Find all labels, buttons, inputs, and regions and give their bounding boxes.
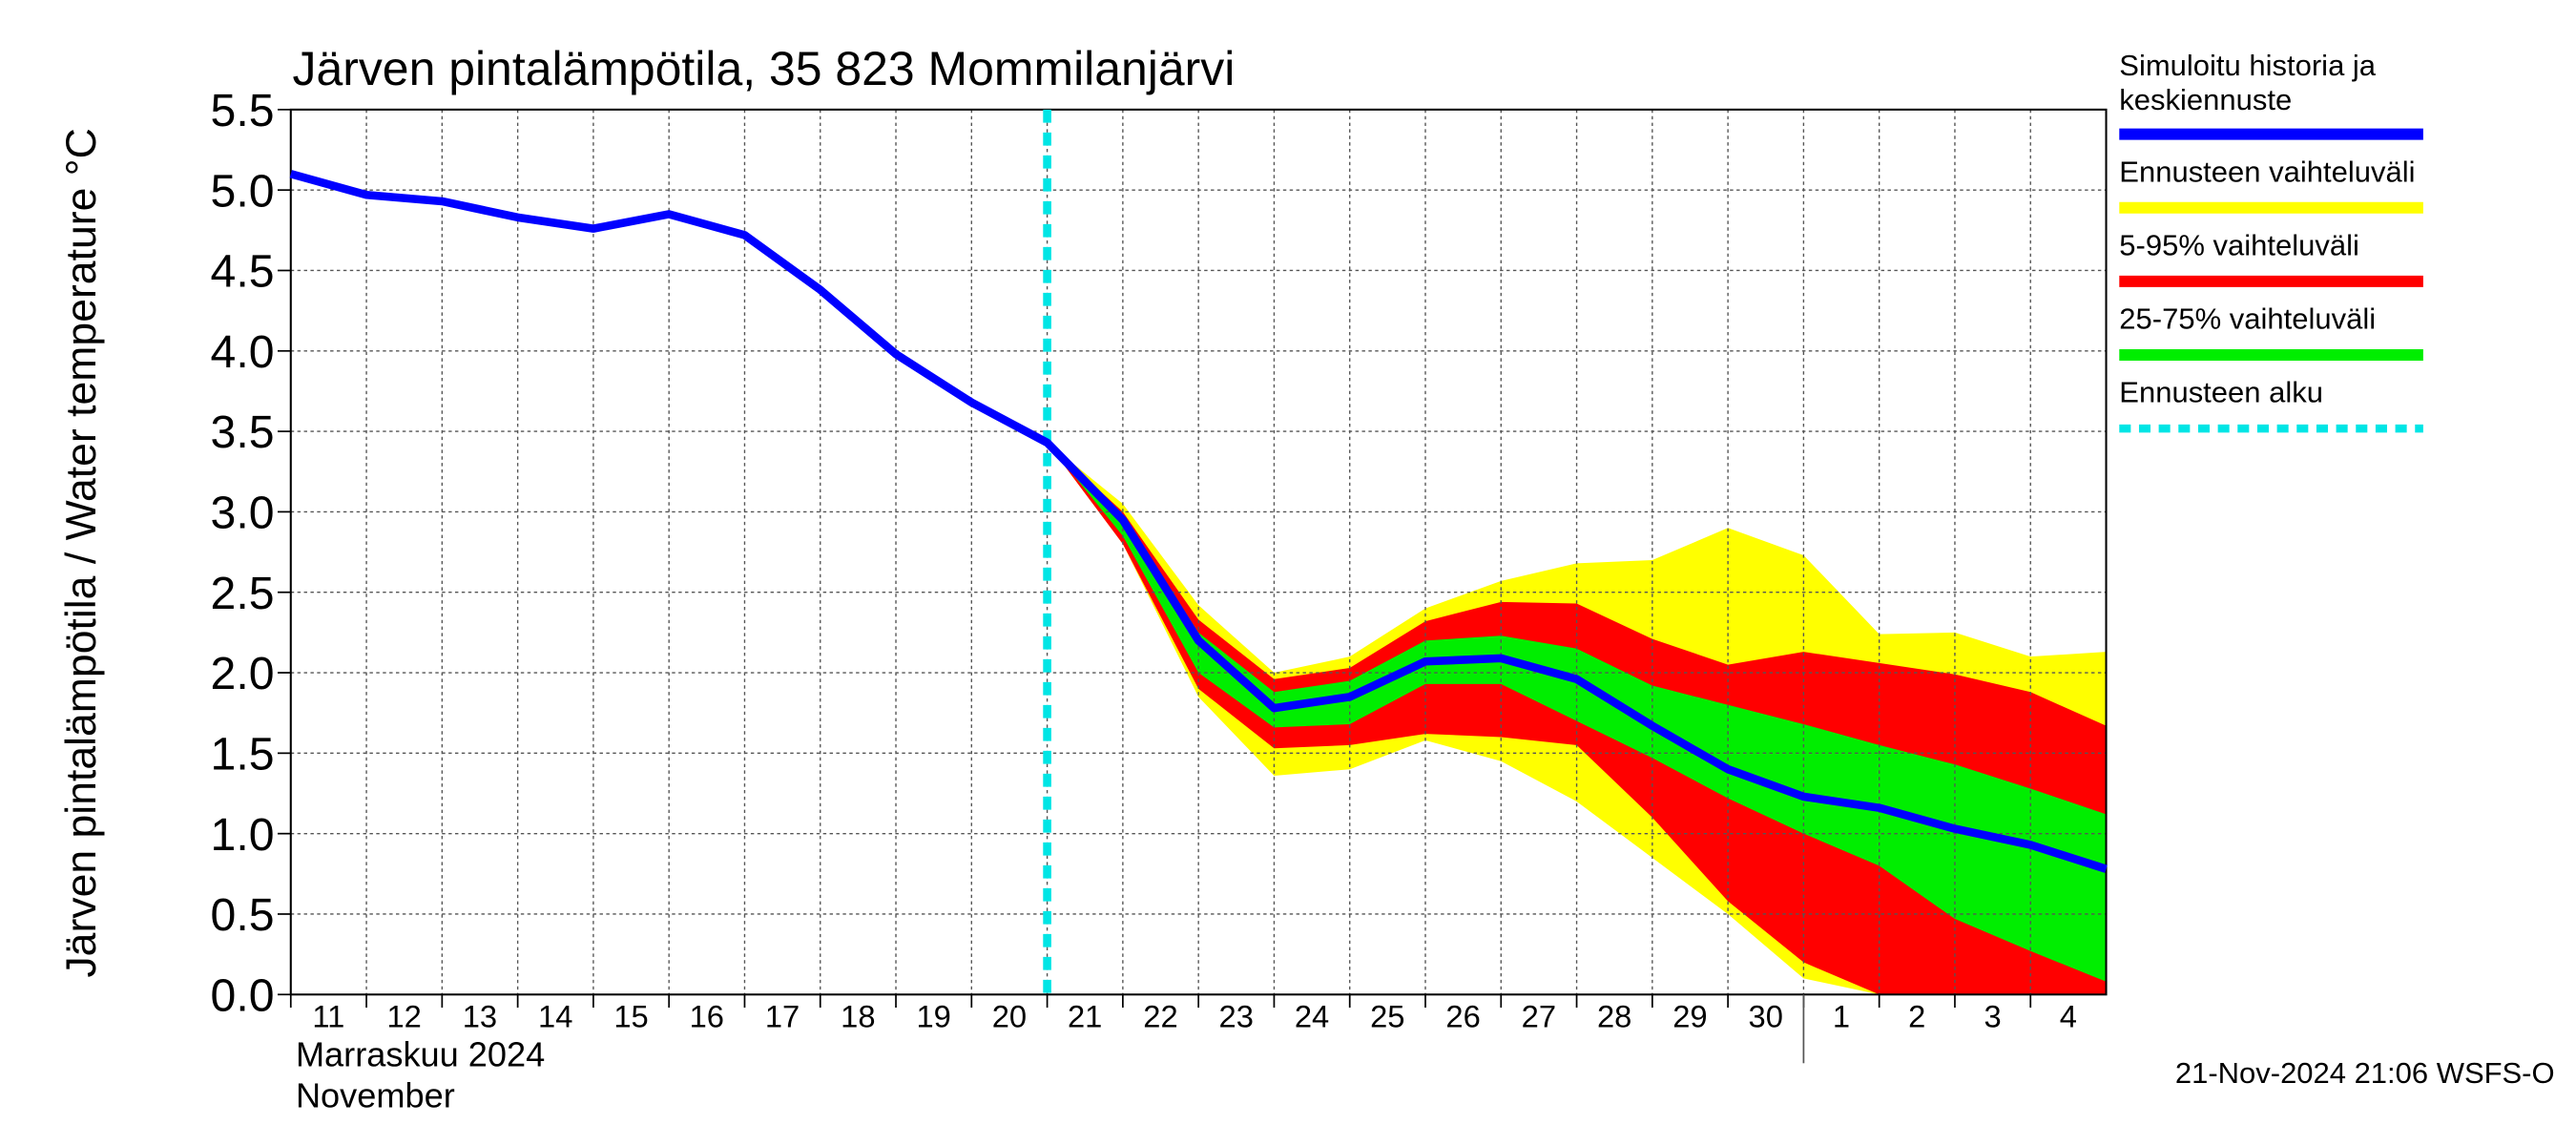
legend-label-box: Ennusteen alku	[2119, 376, 2323, 409]
legend-label-box: Ennusteen vaihteluväli	[2119, 155, 2416, 189]
x-tick-label: 19	[916, 999, 950, 1034]
x-tick-label: 12	[386, 999, 421, 1034]
y-tick-label: 0.5	[211, 889, 275, 941]
legend-label-box: 5-95% vaihteluväli	[2119, 229, 2359, 262]
month-label-en: November	[296, 1076, 455, 1115]
x-tick-label: 13	[463, 999, 497, 1034]
plot-area: 0.00.51.01.52.02.53.03.54.04.55.05.511 12…	[211, 85, 2108, 1064]
y-tick-label: 2.5	[211, 568, 275, 619]
timestamp: 21-Nov-2024 21:06 WSFS-O	[2175, 1056, 2555, 1090]
x-tick-label: 17	[765, 999, 800, 1034]
x-tick-label: 18	[841, 999, 875, 1034]
x-tick-label: 23	[1219, 999, 1254, 1034]
y-tick-label: 5.5	[211, 85, 275, 136]
x-tick-label: 26	[1445, 999, 1480, 1034]
x-tick-label: 16	[690, 999, 724, 1034]
month-label: Marraskuu 2024	[296, 1035, 545, 1074]
x-tick-label: 22	[1143, 999, 1177, 1034]
legend-label: Ennusteen alku	[2119, 376, 2323, 409]
x-tick-label: 15	[613, 999, 648, 1034]
y-axis-label: Järven pintalämpötila / Water temperatur…	[58, 128, 105, 977]
y-tick-label: 2.0	[211, 648, 275, 699]
legend-label: 25-75% vaihteluväli	[2119, 302, 2377, 336]
x-tick-label: 14	[538, 999, 572, 1034]
y-tick-label: 4.0	[211, 326, 275, 378]
y-tick-label: 5.0	[211, 165, 275, 217]
legend-label: Ennusteen vaihteluväli	[2119, 155, 2416, 189]
y-tick-label: 1.5	[211, 729, 275, 781]
y-tick-label: 3.5	[211, 406, 275, 458]
x-tick-label: 24	[1295, 999, 1329, 1034]
legend-label-box: 25-75% vaihteluväli	[2119, 302, 2377, 336]
x-tick-label: 30	[1749, 999, 1783, 1034]
legend-label: Simuloitu historia ja keskiennuste	[2119, 49, 2377, 116]
x-tick-label: 27	[1522, 999, 1556, 1034]
x-tick-label: 21	[1068, 999, 1102, 1034]
x-tick-label: 1	[1833, 999, 1850, 1034]
x-tick-label: 28	[1597, 999, 1631, 1034]
x-tick-label: 25	[1370, 999, 1404, 1034]
legend: Simuloitu historia ja keskiennuste Ennust…	[2119, 49, 2423, 433]
y-tick-label: 3.0	[211, 488, 275, 539]
x-tick-label: 11	[312, 999, 344, 1034]
y-tick-label: 0.0	[211, 970, 275, 1022]
legend-label-box: Simuloitu historia ja keskiennuste	[2119, 49, 2377, 116]
chart-title: Järven pintalämpötila, 35 823 Mommilanjä…	[293, 42, 1236, 95]
x-tick-label: 2	[1908, 999, 1925, 1034]
legend-label: 5-95% vaihteluväli	[2119, 229, 2359, 262]
x-tick-label: 3	[1984, 999, 2001, 1034]
series-line	[289, 170, 2108, 873]
x-tick-label: 20	[992, 999, 1027, 1034]
y-tick-label: 4.5	[211, 246, 275, 298]
x-tick-label: 29	[1672, 999, 1707, 1034]
y-tick-label: 1.0	[211, 809, 275, 861]
x-tick-label: 4	[2060, 999, 2077, 1034]
